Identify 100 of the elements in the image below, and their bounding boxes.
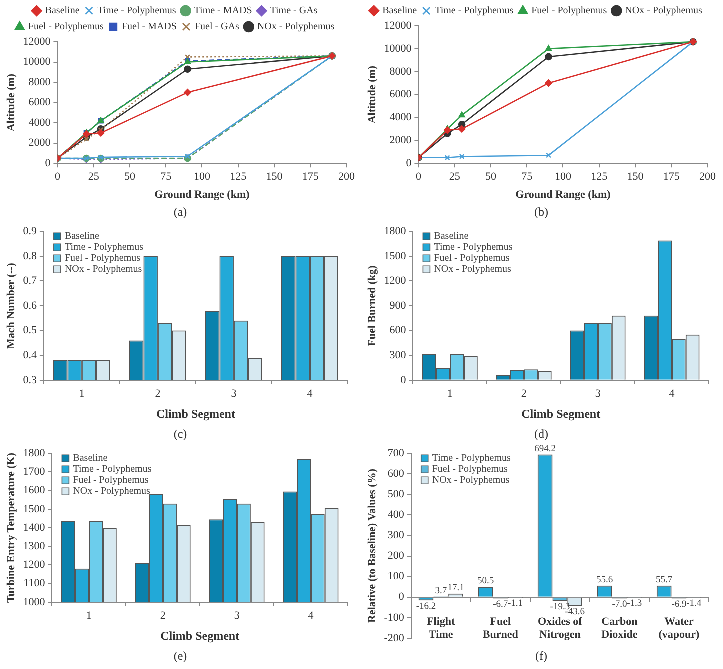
data-label: -1.3 [627,598,642,609]
data-label: -1.4 [686,598,702,609]
legend-label: Baseline [434,231,470,242]
data-label: -6.9 [672,600,687,610]
x-tick-label: 3 [234,610,240,622]
y-tick-label: 10000 [384,42,412,55]
legend-label: Fuel - Polyphemus [64,253,141,264]
y-tick-label: 1800 [23,447,46,460]
x-tick-label: 2 [155,388,161,400]
legend-label: NOx - Polyphemus [64,264,142,276]
y-tick-label: 6000 [28,96,52,109]
y-tick-label: 4000 [390,112,412,124]
y-tick-label: 1600 [23,484,46,497]
x-tick-label: 75 [522,171,534,184]
x-tick-label: 200 [700,171,716,184]
x-tick-label: 2 [521,388,527,400]
data-label: 17.1 [448,584,465,594]
y-tick-label: 0.6 [23,300,38,312]
legend-label: Time - Polyphemus [73,464,152,476]
y-tick-label: 1500 [23,503,46,516]
y-tick-label: 12000 [384,20,412,32]
legend-label: Fuel - GAs [194,22,240,33]
x-tick-label: 4 [308,610,314,622]
y-tick-label: 1100 [24,578,46,590]
x-tick-label: 1 [86,610,92,622]
data-label: -7.0 [612,600,628,610]
y-tick-label: 1800 [384,225,407,238]
y-axis-title: Mach Number (--) [5,262,18,349]
x-tick-label: 125 [591,171,608,184]
y-tick-label: 0.4 [23,349,38,362]
legend-label: Baseline [73,453,108,464]
y-tick-label: -100 [384,612,405,624]
legend-label: Fuel - MADS [122,22,177,33]
x-tick-label: 100 [554,171,572,184]
y-axis-title: Turbine Entry Temperature (K) [5,452,18,604]
x-tick-label: 100 [194,171,211,184]
data-label: 694.2 [534,444,556,455]
legend-label: Time - MADS [194,6,252,17]
y-tick-label: 300 [388,530,405,542]
text: (f) [534,648,548,664]
y-tick-label: 1500 [384,250,407,262]
legend-label: NOx - Polyphemus [432,475,510,486]
legend-label: NOx - Polyphemus [257,22,335,33]
x-tick-label: 175 [663,171,680,184]
legend-label: NOx - Polyphemus [73,486,151,498]
x-tick-label: 150 [266,171,284,184]
legend-label: Fuel - Polyphemus [434,253,510,264]
data-label: 55.6 [596,576,614,586]
y-tick-label: 8000 [390,66,412,78]
x-tick-label: 1 [447,388,453,400]
y-tick-label: 2000 [390,134,412,147]
x-tick-label: 4 [669,388,676,400]
legend-label: Fuel - Polyphemus [532,6,608,17]
x-tick-label: 0 [54,171,61,184]
y-tick-label: 10000 [23,56,52,68]
x-tick-label: Flight Time [427,616,456,641]
legend-label: Time - Polyphemus [98,6,176,17]
legend-label: Time - Polyphemus [434,242,513,254]
x-tick-label: 3 [231,388,238,400]
data-label: -43.6 [565,608,586,618]
y-tick-label: 4000 [28,116,52,129]
x-tick-label: 2 [160,610,166,622]
data-label: -1.1 [508,598,524,609]
x-tick-label: 0 [416,171,422,184]
x-axis-title: Climb Segment [160,628,240,643]
legend-label: Time - Polyphemus [64,242,144,254]
x-tick-label: 4 [307,388,314,400]
legend-label: NOx - Polyphemus [434,264,512,276]
y-tick-label: 6000 [390,88,412,101]
x-tick-label: 50 [124,171,136,184]
y-tick-label: 0.7 [23,275,38,288]
data-label: 55.7 [656,576,673,586]
y-tick-label: 0.8 [23,250,38,262]
y-tick-label: 500 [388,488,405,501]
y-tick-label: 1700 [23,466,46,478]
x-tick-label: 125 [230,171,248,184]
y-tick-label: 0 [400,374,407,386]
y-axis-title: Fuel Burned (kg) [366,265,378,346]
data-label: 50.5 [477,576,494,587]
y-tick-label: 600 [390,324,407,337]
y-axis-title: Altitude (m) [366,66,378,124]
text: (b) [534,204,550,220]
x-axis-title: Ground Range (km) [516,189,612,202]
legend-label: Time - Polyphemus [432,453,511,464]
legend-label: Time - Polyphemus [435,6,514,17]
y-tick-label: 0 [406,157,412,170]
y-tick-label: 0.9 [23,225,38,238]
y-tick-label: 0.3 [23,374,38,386]
y-tick-label: 0 [398,591,405,604]
x-axis-title: Climb Segment [156,406,236,421]
x-tick-label: 3 [595,388,602,400]
y-tick-label: 400 [388,509,405,522]
y-axis-title: Altitude (m) [5,74,18,132]
text: (d) [534,426,550,442]
x-tick-label: 150 [627,171,644,184]
legend-label: NOx - Polyphemus [625,6,702,17]
y-tick-label: 600 [388,468,405,480]
legend-label: Time - GAs [270,6,318,17]
y-tick-label: 700 [388,447,405,460]
data-label: -16.2 [416,602,436,612]
